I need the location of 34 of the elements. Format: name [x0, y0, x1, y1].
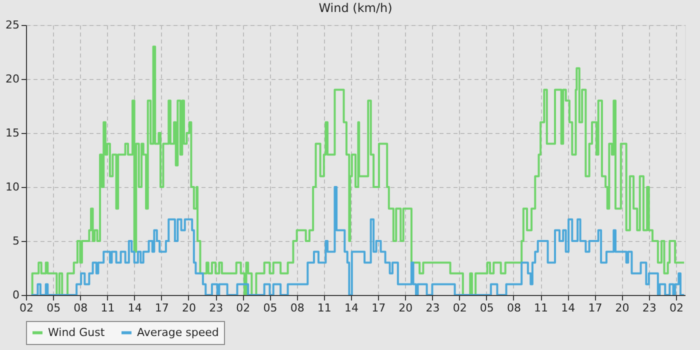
x-tick-label: 20: [182, 302, 196, 314]
x-tick-label: 14: [561, 302, 576, 314]
x-tick-label: 11: [100, 302, 115, 314]
y-tick-label: 15: [6, 126, 20, 140]
legend-label: Wind Gust: [48, 326, 106, 339]
x-tick-label: 02: [669, 302, 684, 314]
x-tick-label: 14: [344, 302, 358, 314]
x-tick-label: 08: [506, 302, 521, 314]
x-tick-label: 23: [209, 302, 224, 314]
x-tick-label: 23: [642, 302, 656, 314]
x-tick-label: 02: [20, 302, 34, 314]
x-tick-label: 08: [74, 302, 88, 314]
y-tick-label: 20: [6, 72, 20, 86]
x-tick-label: 20: [615, 302, 630, 314]
x-tick-label: 17: [588, 302, 602, 314]
x-tick-label: 05: [480, 302, 494, 314]
x-tick-label: 14: [128, 302, 142, 314]
x-tick-label: 08: [290, 302, 304, 314]
x-tick-label: 17: [372, 302, 386, 314]
x-tick-label: 05: [263, 302, 278, 314]
x-tick-label: 23: [426, 302, 440, 314]
chart-title: Wind (km/h): [318, 1, 392, 15]
x-tick-label: 20: [398, 302, 413, 314]
y-tick-label: 5: [12, 234, 20, 248]
y-tick-label: 0: [12, 288, 20, 302]
x-tick-label: 17: [154, 302, 169, 314]
legend-label: Average speed: [137, 326, 219, 339]
x-tick-label: 02: [236, 302, 250, 314]
x-tick-label: 02: [452, 302, 467, 314]
x-tick-label: 11: [534, 302, 548, 314]
y-tick-label: 10: [6, 180, 20, 194]
x-tick-label: 05: [46, 302, 61, 314]
y-tick-label: 25: [6, 18, 20, 32]
x-tick-label: 11: [317, 302, 332, 314]
